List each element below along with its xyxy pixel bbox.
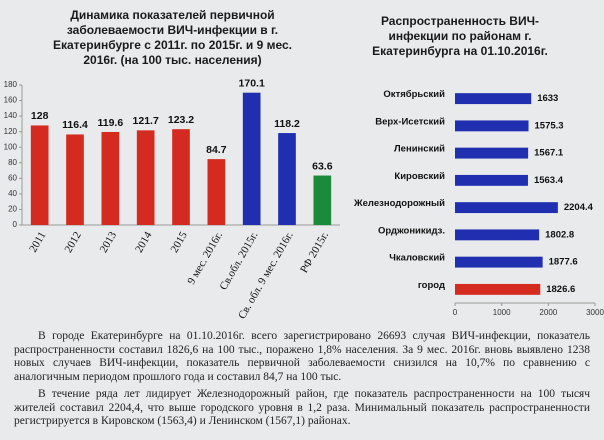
y-tick-label: 180 xyxy=(4,80,18,89)
y-tick-label: Ленинский xyxy=(394,144,445,155)
x-tick-label: 2000 xyxy=(539,308,557,317)
x-tick-label: 2015 xyxy=(168,229,190,254)
value-label: 1575.3 xyxy=(535,120,564,131)
bar xyxy=(313,175,332,225)
y-tick-label: Орджоникидз. xyxy=(378,225,445,236)
value-label: 119.6 xyxy=(97,117,123,129)
y-tick-label: 40 xyxy=(8,189,17,198)
value-label: 1802.8 xyxy=(545,229,574,240)
paragraph: В городе Екатеринбурге на 01.10.2016г. в… xyxy=(14,330,590,383)
bar xyxy=(66,134,84,225)
y-tick-label: Верх-Исетский xyxy=(375,116,445,127)
chart-title: Динамика показателей первичной заболевае… xyxy=(53,8,292,67)
x-tick-label: 2013 xyxy=(98,229,120,254)
y-tick-label: Кировский xyxy=(394,171,445,182)
bar xyxy=(242,92,261,225)
bar xyxy=(136,130,155,225)
chart: 0 20 40 60 80 100 120 140 160 180 128 2011 116.4 2012… xyxy=(4,77,340,320)
y-tick-label: 20 xyxy=(8,205,17,214)
y-tick-label: Железнодорожный xyxy=(353,198,445,209)
y-tick-label: 0 xyxy=(13,220,18,229)
bar xyxy=(455,120,529,132)
bar xyxy=(30,125,49,225)
value-label: 116.4 xyxy=(62,119,88,131)
value-label: 118.2 xyxy=(274,118,300,130)
bar xyxy=(455,174,528,186)
y-tick-label: Чкаловский xyxy=(389,253,445,264)
chart: 0 1000 2000 3000 Октябрьский 1633 Верх-Исетски… xyxy=(353,89,604,317)
y-tick-label: 100 xyxy=(4,142,18,151)
chart-title: Распространенность ВИЧ-инфекции по район… xyxy=(372,14,548,58)
value-label: 63.6 xyxy=(312,160,333,172)
value-label: 1877.6 xyxy=(549,257,578,268)
bar xyxy=(455,147,529,159)
y-tick-label: 80 xyxy=(8,158,17,167)
bar xyxy=(455,229,540,241)
y-tick-label: 160 xyxy=(4,96,18,105)
bar xyxy=(455,256,543,268)
y-tick-label: 120 xyxy=(4,127,18,136)
x-tick-label: 3000 xyxy=(586,308,604,317)
bar xyxy=(455,93,532,105)
bar xyxy=(207,159,226,225)
y-tick-label: город xyxy=(418,280,445,291)
value-label: 1563.4 xyxy=(534,175,564,186)
value-label: 1567.1 xyxy=(534,148,564,159)
value-label: 1633 xyxy=(537,93,558,104)
x-tick-label: 2011 xyxy=(27,230,48,255)
value-label: 84.7 xyxy=(206,144,227,156)
value-label: 170.1 xyxy=(239,77,265,89)
y-tick-label: 140 xyxy=(4,111,18,120)
x-tick-label: 2012 xyxy=(62,230,83,255)
y-tick-label: Октябрьский xyxy=(383,89,445,100)
paragraph: В течение ряда лет лидирует Железнодорож… xyxy=(14,388,590,427)
value-label: 1826.6 xyxy=(546,284,575,295)
x-tick-label: 9 мес. 2016г. xyxy=(185,230,225,287)
value-label: 121.7 xyxy=(133,115,159,127)
value-label: 123.2 xyxy=(168,114,194,126)
bar xyxy=(455,283,541,295)
value-label: 128 xyxy=(31,110,49,122)
x-tick-label: РФ 2015г. xyxy=(298,230,331,276)
bar xyxy=(278,133,296,225)
value-label: 2204.4 xyxy=(564,202,594,213)
bar xyxy=(172,129,190,225)
bar xyxy=(101,131,120,225)
x-tick-label: 0 xyxy=(453,308,458,317)
x-tick-label: 2014 xyxy=(133,229,155,254)
bar xyxy=(455,202,558,214)
y-tick-label: 60 xyxy=(8,173,17,182)
x-tick-label: 1000 xyxy=(493,308,511,317)
